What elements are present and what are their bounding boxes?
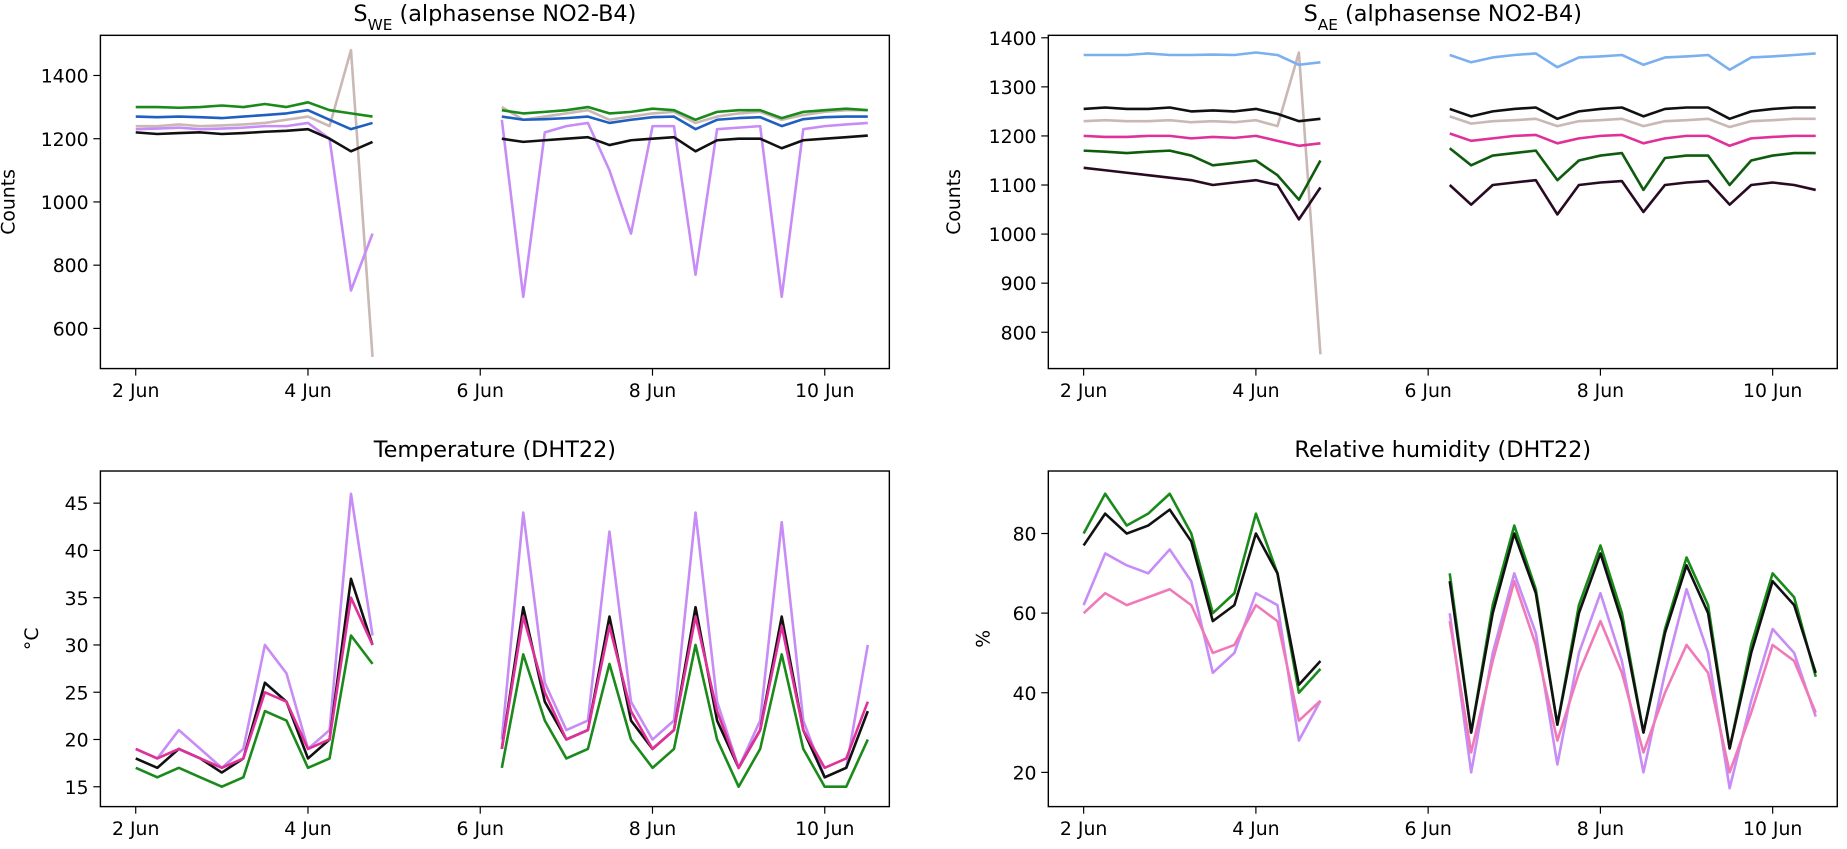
chart-title: SAE (alphasense NO2-B4)	[1304, 1, 1582, 34]
title-part: (alphasense NO2-B4)	[392, 1, 636, 27]
y-tick-label: 1000	[989, 225, 1037, 246]
x-tick-label: 10 Jun	[1743, 819, 1802, 840]
x-tick-label: 8 Jun	[1577, 819, 1624, 840]
y-tick-label: 1300	[989, 78, 1037, 99]
x-tick-label: 2 Jun	[1060, 819, 1107, 840]
chart-title: SWE (alphasense NO2-B4)	[353, 1, 636, 34]
y-tick-label: 25	[65, 683, 89, 704]
chart-title: Relative humidity (DHT22)	[1294, 437, 1591, 463]
x-tick-label: 4 Jun	[284, 381, 331, 402]
y-tick-label: 20	[65, 731, 89, 752]
data-line	[135, 127, 868, 153]
y-tick-label: 15	[65, 778, 89, 799]
y-tick-label: 600	[53, 319, 89, 340]
y-tick-label: 1400	[41, 67, 89, 88]
y-tick-label: 1200	[989, 127, 1037, 148]
x-tick-label: 10 Jun	[795, 381, 854, 402]
y-tick-label: 800	[1001, 323, 1037, 344]
y-tick-label: 60	[1013, 604, 1037, 625]
data-line	[1082, 579, 1817, 774]
y-tick-label: 1200	[41, 130, 89, 151]
x-tick-label: 10 Jun	[795, 819, 854, 840]
plot-frame	[1047, 470, 1838, 808]
title-part: S	[1304, 1, 1318, 27]
chart-title: Temperature (DHT22)	[373, 437, 616, 463]
y-tick-label: 35	[65, 589, 89, 610]
y-axis-label: Counts	[0, 169, 19, 235]
y-tick-label: 80	[1013, 525, 1037, 546]
data-line	[1083, 147, 1816, 202]
x-tick-label: 6 Jun	[1404, 381, 1451, 402]
data-line	[135, 596, 870, 770]
data-line	[135, 108, 868, 131]
plot-frame	[1047, 34, 1838, 370]
title-part: S	[353, 1, 367, 27]
x-tick-label: 8 Jun	[629, 381, 676, 402]
title-part: (alphasense NO2-B4)	[1338, 1, 1582, 27]
data-line	[1083, 132, 1816, 148]
plot-frame	[99, 470, 891, 808]
data-line	[135, 48, 868, 358]
y-tick-label: 30	[65, 636, 89, 657]
data-line	[1083, 51, 1816, 72]
y-tick-label: 1400	[989, 29, 1037, 50]
data-line	[135, 634, 869, 789]
y-axis-label: %	[973, 630, 994, 648]
data-line	[135, 492, 870, 779]
y-tick-label: 40	[1013, 684, 1037, 705]
title-part: WE	[368, 16, 393, 34]
y-axis-label: Counts	[944, 169, 965, 235]
data-line	[135, 101, 868, 122]
y-tick-label: 1000	[41, 193, 89, 214]
x-tick-label: 4 Jun	[1232, 819, 1279, 840]
x-tick-label: 6 Jun	[457, 819, 504, 840]
y-tick-label: 1100	[989, 176, 1037, 197]
x-tick-label: 6 Jun	[457, 381, 504, 402]
x-tick-label: 2 Jun	[1060, 381, 1107, 402]
y-tick-label: 40	[65, 541, 89, 562]
x-tick-label: 8 Jun	[629, 819, 676, 840]
y-tick-label: 900	[1001, 274, 1037, 295]
data-line	[1083, 51, 1816, 355]
y-axis-label: °C	[22, 628, 43, 651]
data-line	[1082, 508, 1817, 750]
data-line	[135, 119, 868, 299]
x-tick-label: 4 Jun	[1232, 381, 1279, 402]
data-line	[1083, 166, 1817, 221]
y-tick-label: 20	[1013, 763, 1037, 784]
y-tick-label: 800	[53, 256, 89, 277]
title-part: AE	[1318, 16, 1338, 34]
x-tick-label: 10 Jun	[1743, 381, 1802, 402]
x-tick-label: 8 Jun	[1577, 381, 1624, 402]
y-tick-label: 45	[65, 494, 89, 515]
x-tick-label: 4 Jun	[284, 819, 331, 840]
x-tick-label: 6 Jun	[1404, 819, 1451, 840]
x-tick-label: 2 Jun	[112, 819, 159, 840]
plot-frame	[99, 34, 891, 370]
x-tick-label: 2 Jun	[112, 381, 159, 402]
data-line	[1083, 106, 1816, 123]
